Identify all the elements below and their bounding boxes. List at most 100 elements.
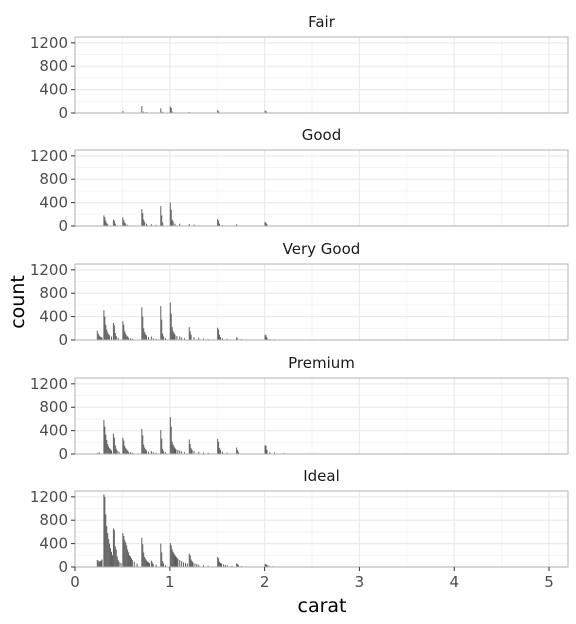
histogram-bar (177, 558, 179, 567)
histogram-bar (127, 336, 129, 340)
histogram-bar (144, 447, 146, 454)
histogram-bar (103, 215, 105, 226)
y-tick-label: 400 (39, 81, 68, 99)
facet-panel: Fair 0 400 800 1200 (30, 13, 569, 122)
histogram-bar (144, 221, 146, 226)
y-axis-title: count (7, 275, 29, 329)
histogram-bar (207, 452, 209, 454)
histogram-bar (190, 559, 192, 567)
histogram-bar (122, 321, 124, 340)
histogram-bar (123, 440, 125, 454)
histogram-bar (163, 336, 165, 340)
panel-border (74, 36, 569, 114)
histogram-bar (128, 337, 130, 340)
histogram-bar (181, 451, 183, 454)
histogram-bar (163, 451, 165, 454)
histogram-bar (124, 540, 126, 567)
x-tick-label: 2 (260, 573, 270, 591)
histogram-bar (113, 530, 115, 567)
histogram-bar (162, 333, 164, 340)
histogram-bar (174, 555, 176, 567)
histogram-bar (163, 563, 165, 567)
panel-background (75, 37, 568, 113)
histogram-bar (152, 338, 154, 340)
histogram-bar (188, 223, 190, 226)
histogram-bar (125, 448, 127, 454)
histogram-bar (117, 337, 119, 340)
histogram-bar (217, 218, 219, 226)
histogram-bar (144, 557, 146, 567)
histogram-bar (226, 565, 228, 567)
histogram-bar (160, 543, 162, 567)
histogram-bar (128, 451, 130, 454)
facet-strip-label: Premium (288, 354, 355, 372)
histogram-bar (150, 224, 152, 226)
histogram-bar (266, 565, 268, 567)
histogram-bar (148, 337, 149, 340)
histogram-bar (174, 223, 176, 226)
histogram-bar (155, 224, 157, 226)
histogram-bar (123, 536, 125, 567)
histogram-bar (184, 562, 186, 567)
histogram-bar (161, 552, 163, 567)
histogram-bar (188, 327, 190, 340)
histogram-bar (100, 560, 102, 567)
histogram-bar (266, 449, 268, 454)
histogram-bar (207, 565, 209, 567)
panel-background (75, 150, 568, 226)
histogram-bar (145, 558, 147, 567)
histogram-bar (122, 437, 124, 454)
y-tick-label: 800 (39, 170, 68, 188)
histogram-bar (175, 449, 177, 454)
histogram-bar (148, 451, 149, 454)
histogram-bar (107, 332, 109, 340)
histogram-bar (101, 337, 103, 340)
panel-border (74, 149, 569, 227)
histogram-bar (112, 433, 114, 454)
y-tick-label: 1200 (30, 488, 68, 506)
histogram-bar (221, 563, 222, 567)
histogram-bar (103, 310, 105, 340)
histogram-bar (161, 215, 163, 226)
y-tick-label: 1200 (30, 34, 68, 52)
histogram-bar (109, 448, 111, 454)
histogram-bar (238, 565, 240, 567)
histogram-bar (130, 558, 132, 567)
histogram-bar (266, 337, 268, 340)
histogram-bar (152, 452, 154, 454)
histogram-bar (171, 441, 173, 454)
histogram-bar (236, 447, 238, 454)
panel-border (74, 490, 569, 568)
histogram-bar (161, 319, 163, 340)
x-tick-label: 3 (355, 573, 365, 591)
histogram-bar (264, 564, 266, 567)
histogram-bar (189, 444, 191, 454)
histogram-bar (264, 334, 266, 340)
facet-panel: Good 0 400 800 1200 (30, 126, 569, 235)
facet-panel: Ideal 0 400 800 1200 (30, 467, 569, 576)
histogram-bar (142, 544, 144, 567)
histogram-bar (100, 337, 102, 340)
histogram-bar (129, 556, 131, 567)
histogram-bar (161, 438, 163, 454)
histogram-bar (165, 452, 167, 454)
histogram-bar (124, 445, 126, 454)
histogram-bar (122, 217, 124, 226)
histogram-bar (265, 335, 267, 340)
histogram-bar (115, 335, 117, 340)
histogram-bar (160, 306, 162, 340)
histogram-bar (120, 562, 122, 567)
histogram-bar (143, 552, 145, 567)
histogram-bar (202, 565, 204, 567)
histogram-bar (265, 564, 267, 567)
histogram-bar (265, 111, 267, 113)
histogram-bar (111, 336, 112, 340)
histogram-bar (106, 439, 108, 454)
histogram-bar (113, 220, 115, 226)
histogram-bar (145, 449, 147, 454)
histogram-bar (128, 552, 130, 567)
histogram-bar (231, 565, 233, 567)
histogram-bar (117, 559, 119, 567)
histogram-bar (169, 543, 171, 567)
